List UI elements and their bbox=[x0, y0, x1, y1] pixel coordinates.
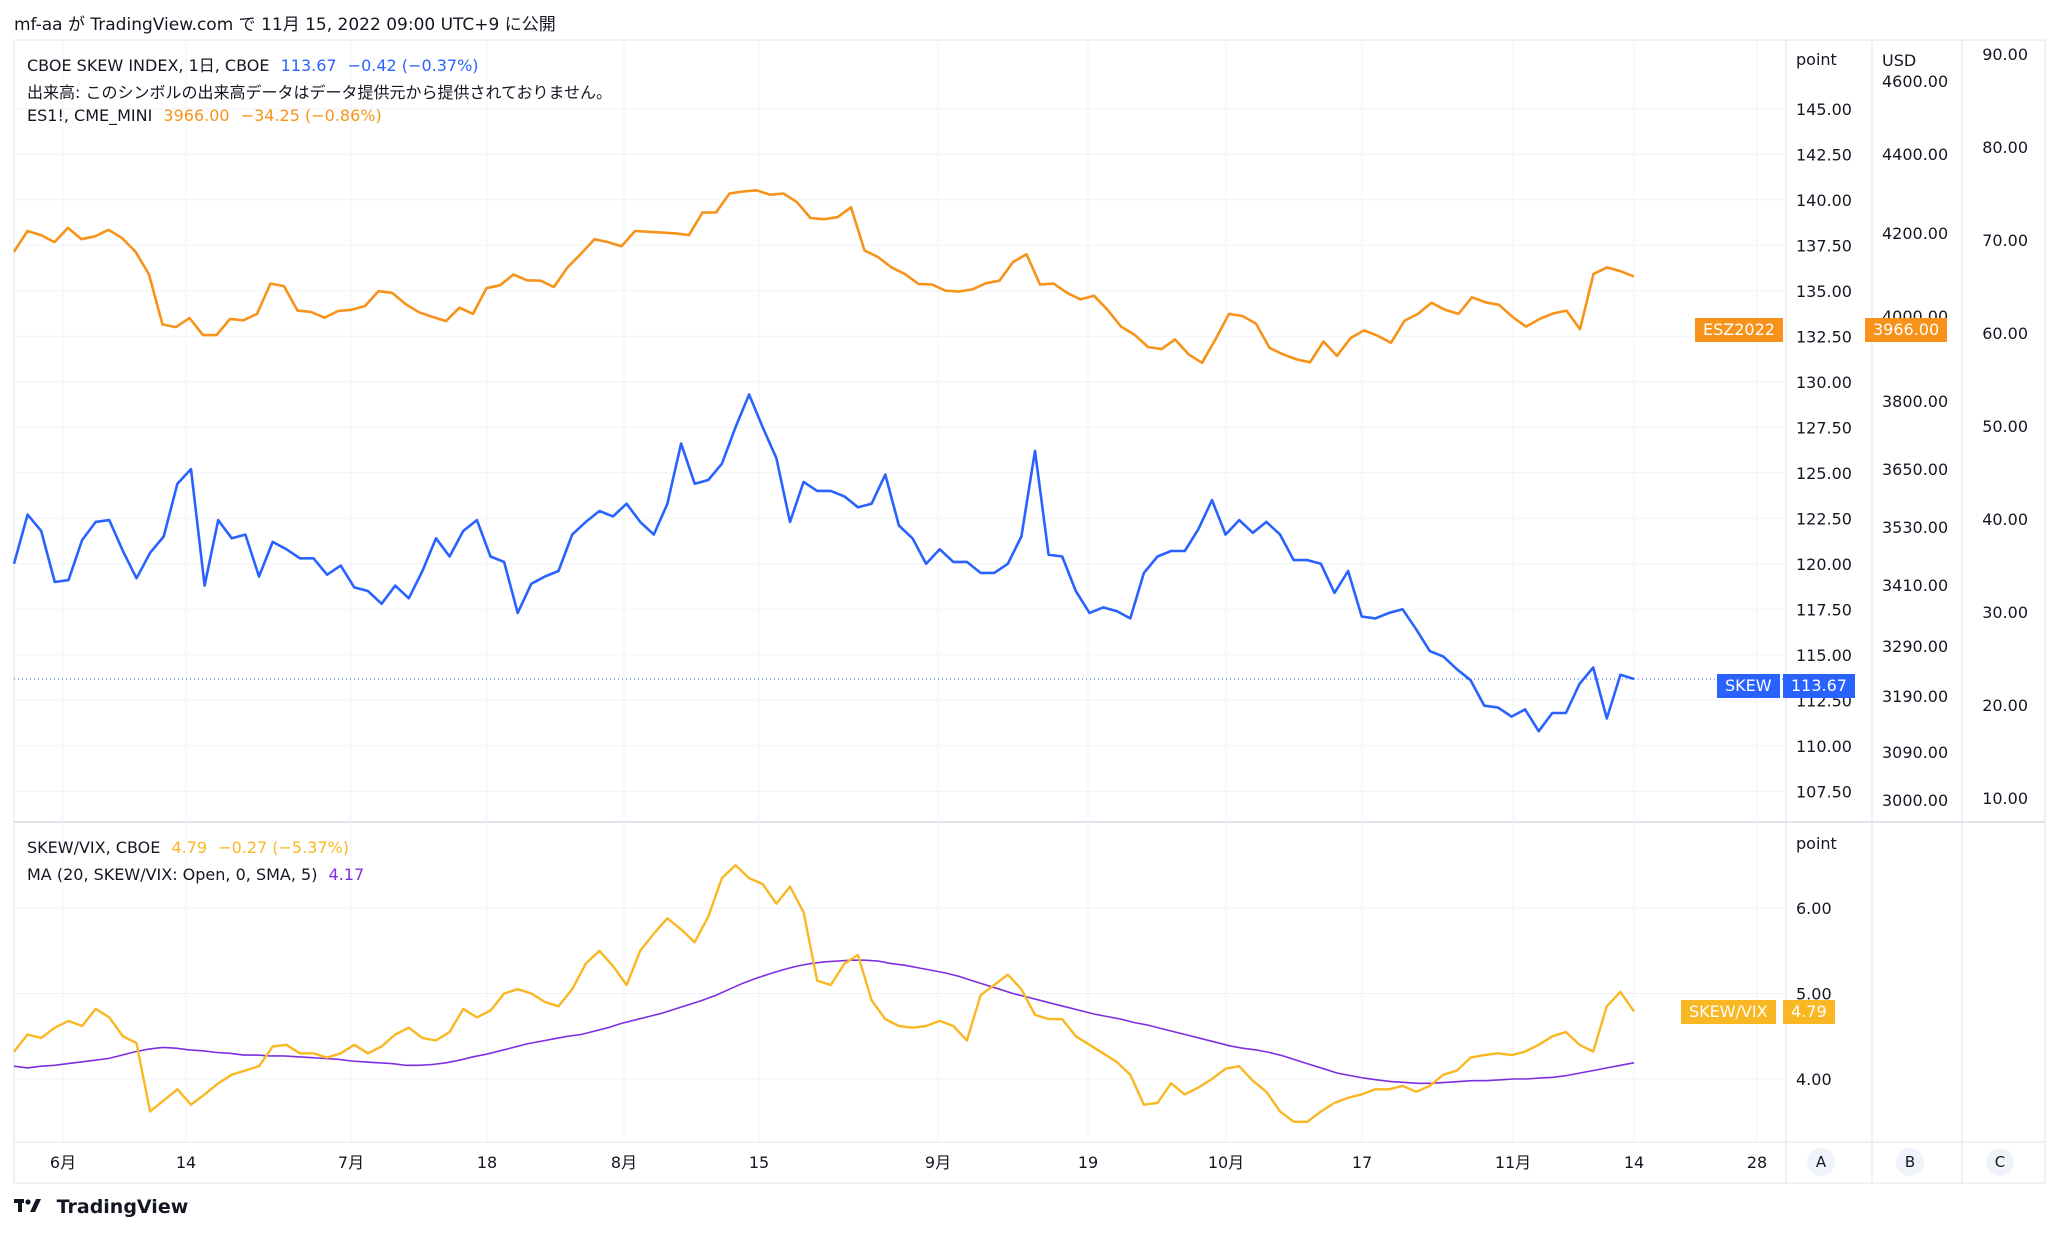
axis-ticks: 6月 14 7月 18 8月 15 9月 19 10月 17 11月 14 28 145.00 142.50… bbox=[50, 45, 2028, 1172]
legend-es-change: −34.25 (−0.86%) bbox=[240, 106, 382, 125]
legend-skew[interactable]: CBOE SKEW INDEX, 1日, CBOE 113.67 −0.42 (… bbox=[27, 52, 485, 76]
x-tick-label: 9月 bbox=[925, 1153, 951, 1172]
x-tick-label: 6月 bbox=[50, 1153, 76, 1172]
usd-tick-label: 3410.00 bbox=[1882, 576, 1948, 595]
legend-ratio-change: −0.27 (−5.37%) bbox=[218, 838, 349, 857]
ratio-tick-label: 6.00 bbox=[1796, 899, 1832, 918]
legend-es[interactable]: ES1!, CME_MINI 3966.00 −34.25 (−0.86%) bbox=[27, 106, 388, 125]
right-tick-label: 50.00 bbox=[1982, 417, 2028, 436]
x-tick-label: 7月 bbox=[338, 1153, 364, 1172]
outer-border bbox=[13, 39, 2046, 1184]
skew-tick-label: 140.00 bbox=[1796, 191, 1852, 210]
skew-tick-label: 115.00 bbox=[1796, 646, 1852, 665]
skew-tick-label: 117.50 bbox=[1796, 600, 1852, 619]
volume-note-text: 出来高: このシンボルの出来高データはデータ提供元から提供されておりません。 bbox=[27, 83, 613, 102]
usd-tick-label: 3530.00 bbox=[1882, 518, 1948, 537]
series-layer bbox=[12, 189, 1786, 1123]
x-tick-label: 18 bbox=[477, 1153, 497, 1172]
chart-frame bbox=[13, 39, 2046, 1184]
axis-unit-point-lower: point bbox=[1796, 834, 1837, 853]
right-tick-label: 20.00 bbox=[1982, 696, 2028, 715]
scale-button-a[interactable]: A bbox=[1807, 1148, 1835, 1176]
skew-tick-label: 110.00 bbox=[1796, 737, 1852, 756]
tradingview-logo-icon bbox=[14, 1196, 44, 1218]
legend-ma[interactable]: MA (20, SKEW/VIX: Open, 0, SMA, 5) 4.17 bbox=[27, 865, 370, 884]
ratio-tick-label: 4.00 bbox=[1796, 1070, 1832, 1089]
right-tick-label: 90.00 bbox=[1982, 45, 2028, 64]
tag-skew-name: SKEW bbox=[1717, 674, 1780, 698]
axis-unit-point: point bbox=[1796, 50, 1837, 69]
x-tick-label: 8月 bbox=[611, 1153, 637, 1172]
x-tick-label: 11月 bbox=[1495, 1153, 1531, 1172]
tag-skew-price: 113.67 bbox=[1783, 674, 1855, 698]
right-tick-label: 10.00 bbox=[1982, 789, 2028, 808]
usd-tick-label: 3800.00 bbox=[1882, 392, 1948, 411]
skew-tick-label: 107.50 bbox=[1796, 782, 1852, 801]
right-tick-label: 60.00 bbox=[1982, 324, 2028, 343]
skew-tick-label: 125.00 bbox=[1796, 464, 1852, 483]
usd-tick-label: 3190.00 bbox=[1882, 687, 1948, 706]
skew-tick-label: 122.50 bbox=[1796, 509, 1852, 528]
footer-brand[interactable]: TradingView bbox=[14, 1196, 188, 1218]
skew-tick-label: 120.00 bbox=[1796, 555, 1852, 574]
ratio-tick-label: 5.00 bbox=[1796, 985, 1832, 1004]
skew-tick-label: 132.50 bbox=[1796, 327, 1852, 346]
skew-tick-label: 130.00 bbox=[1796, 373, 1852, 392]
right-tick-label: 40.00 bbox=[1982, 510, 2028, 529]
footer-brand-name: TradingView bbox=[56, 1196, 189, 1218]
legend-volume-note: 出来高: このシンボルの出来高データはデータ提供元から提供されておりません。 bbox=[27, 79, 618, 103]
usd-tick-label: 3090.00 bbox=[1882, 743, 1948, 762]
ma-line bbox=[13, 959, 1635, 1085]
axis-unit-usd: USD bbox=[1882, 51, 1917, 70]
legend-es-value: 3966.00 bbox=[163, 106, 230, 125]
right-tick-label: 30.00 bbox=[1982, 603, 2028, 622]
x-tick-label: 17 bbox=[1352, 1153, 1372, 1172]
skew-tick-label: 135.00 bbox=[1796, 282, 1852, 301]
tag-es-name: ESZ2022 bbox=[1695, 318, 1783, 342]
ratio-line bbox=[13, 864, 1635, 1123]
usd-tick-label: 3650.00 bbox=[1882, 460, 1948, 479]
x-tick-label: 14 bbox=[176, 1153, 196, 1172]
x-tick-label: 15 bbox=[749, 1153, 769, 1172]
scale-button-b[interactable]: B bbox=[1896, 1148, 1924, 1176]
legend-skew-title: CBOE SKEW INDEX, 1日, CBOE bbox=[27, 56, 270, 75]
usd-tick-label: 3290.00 bbox=[1882, 637, 1948, 656]
publish-header: mf-aa が TradingView.com で 11月 15, 2022 0… bbox=[14, 15, 556, 35]
skew-tick-label: 142.50 bbox=[1796, 145, 1852, 164]
legend-es-title: ES1!, CME_MINI bbox=[27, 106, 153, 125]
scale-button-c[interactable]: C bbox=[1986, 1148, 2014, 1176]
usd-tick-label: 4400.00 bbox=[1882, 145, 1948, 164]
grid-lines bbox=[14, 40, 1786, 1142]
usd-tick-label: 4200.00 bbox=[1882, 224, 1948, 243]
es-line bbox=[12, 189, 1635, 365]
usd-tick-label: 4600.00 bbox=[1882, 72, 1948, 91]
tag-ratio-name: SKEW/VIX bbox=[1681, 1000, 1776, 1024]
x-tick-label: 19 bbox=[1078, 1153, 1098, 1172]
legend-skew-value: 113.67 bbox=[280, 56, 337, 75]
skew-tick-label: 137.50 bbox=[1796, 236, 1852, 255]
x-tick-label: 14 bbox=[1624, 1153, 1644, 1172]
tag-es-price: 3966.00 bbox=[1865, 318, 1948, 342]
skew-tick-label: 127.50 bbox=[1796, 418, 1852, 437]
tag-ratio-price: 4.79 bbox=[1783, 1000, 1835, 1024]
legend-ratio[interactable]: SKEW/VIX, CBOE 4.79 −0.27 (−5.37%) bbox=[27, 838, 355, 857]
x-tick-label: 28 bbox=[1747, 1153, 1767, 1172]
usd-tick-label: 3000.00 bbox=[1882, 791, 1948, 810]
right-tick-label: 70.00 bbox=[1982, 231, 2028, 250]
skew-line bbox=[12, 393, 1635, 733]
skew-tick-label: 145.00 bbox=[1796, 100, 1852, 119]
right-tick-label: 80.00 bbox=[1982, 138, 2028, 157]
legend-ma-title: MA (20, SKEW/VIX: Open, 0, SMA, 5) bbox=[27, 865, 318, 884]
legend-ratio-value: 4.79 bbox=[171, 838, 208, 857]
x-tick-label: 10月 bbox=[1208, 1153, 1244, 1172]
legend-ma-value: 4.17 bbox=[328, 865, 365, 884]
legend-ratio-title: SKEW/VIX, CBOE bbox=[27, 838, 161, 857]
legend-skew-change: −0.42 (−0.37%) bbox=[347, 56, 479, 75]
